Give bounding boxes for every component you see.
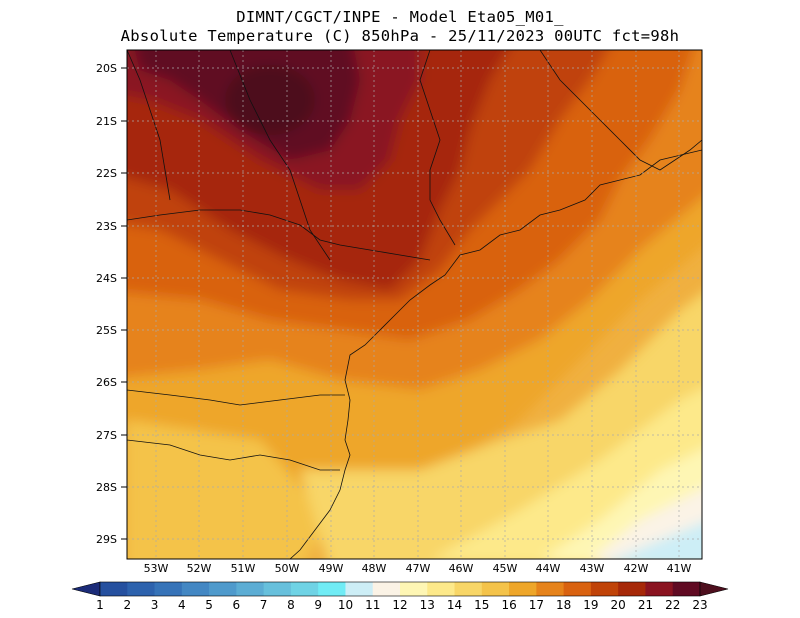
colorbar-segment <box>509 582 537 596</box>
colorbar-label: 21 <box>637 598 654 612</box>
tick-marks <box>121 67 127 540</box>
lon-label: 45W <box>492 562 518 575</box>
colorbar-over-arrow <box>699 581 729 597</box>
colorbar-segment <box>563 582 592 596</box>
lat-label: 25S <box>96 324 117 337</box>
colorbar-label: 8 <box>287 598 295 612</box>
colorbar-label: 18 <box>555 598 572 612</box>
colorbar-label: 2 <box>123 598 132 612</box>
colorbar-label: 20 <box>610 598 626 612</box>
colorbar <box>71 581 729 597</box>
lat-label: 24S <box>96 272 117 285</box>
map-title-line2: Absolute Temperature (C) 850hPa - 25/11/… <box>120 27 680 45</box>
colorbar-segment <box>318 582 346 596</box>
lon-label: 50W <box>274 562 300 575</box>
colorbar-label: 22 <box>665 598 681 612</box>
colorbar-label: 11 <box>365 598 381 612</box>
colorbar-label: 19 <box>583 598 599 612</box>
lat-label: 27S <box>96 429 117 442</box>
colorbar-segment <box>645 582 674 596</box>
colorbar-label: 17 <box>528 598 544 612</box>
lon-label: 47W <box>405 562 431 575</box>
colorbar-segment <box>536 582 565 596</box>
colorbar-label: 14 <box>446 598 463 612</box>
colorbar-label: 1 <box>96 598 104 612</box>
colorbar-segment <box>372 582 401 596</box>
lon-label: 46W <box>448 562 474 575</box>
lat-label: 28S <box>96 481 117 494</box>
colorbar-segment <box>236 582 265 596</box>
colorbar-segment <box>618 582 646 596</box>
coastline-borders <box>127 50 702 559</box>
lon-label: 53W <box>143 562 169 575</box>
colorbar-label: 3 <box>150 598 159 612</box>
lat-label: 21S <box>96 115 117 128</box>
colorbar-label: 5 <box>205 598 213 612</box>
colorbar-segment <box>427 582 456 596</box>
colorbar-segment <box>672 582 701 596</box>
lat-label: 23S <box>96 220 117 233</box>
colorbar-segment <box>400 582 428 596</box>
colorbar-segment <box>154 582 183 596</box>
grid-lines <box>127 50 702 559</box>
lon-label: 42W <box>623 562 649 575</box>
colorbar-segment <box>454 582 483 596</box>
colorbar-under-arrow <box>71 581 101 597</box>
colorbar-label: 6 <box>232 598 241 612</box>
colorbar-label: 10 <box>337 598 354 612</box>
colorbar-label: 13 <box>419 598 435 612</box>
colorbar-segment <box>590 582 619 596</box>
colorbar-label: 23 <box>692 598 708 612</box>
lon-label: 41W <box>666 562 692 575</box>
lon-label: 52W <box>186 562 212 575</box>
lat-label: 20S <box>96 62 117 75</box>
lon-label: 48W <box>361 562 387 575</box>
lon-label: 51W <box>230 562 256 575</box>
colorbar-segment <box>263 582 292 596</box>
colorbar-label: 7 <box>259 598 268 612</box>
colorbar-segment <box>127 582 156 596</box>
colorbar-segment <box>345 582 374 596</box>
colorbar-segment <box>181 582 210 596</box>
colorbar-segment <box>290 582 319 596</box>
lat-label: 26S <box>96 376 117 389</box>
lat-label: 29S <box>96 533 117 546</box>
lon-label: 44W <box>535 562 561 575</box>
lon-label: 43W <box>579 562 605 575</box>
colorbar-segment <box>481 582 510 596</box>
colorbar-label: 12 <box>392 598 408 612</box>
colorbar-label: 16 <box>501 598 517 612</box>
colorbar-label: 4 <box>177 598 186 612</box>
lon-label: 49W <box>318 562 344 575</box>
plot-frame <box>126 49 703 560</box>
temperature-field <box>127 50 702 559</box>
colorbar-segment <box>100 582 128 596</box>
lat-label: 22S <box>96 167 117 180</box>
map-title-line1: DIMNT/CGCT/INPE - Model Eta05_M01_ <box>236 8 564 26</box>
colorbar-segment <box>209 582 237 596</box>
colorbar-label: 15 <box>474 598 490 612</box>
colorbar-label: 9 <box>314 598 322 612</box>
